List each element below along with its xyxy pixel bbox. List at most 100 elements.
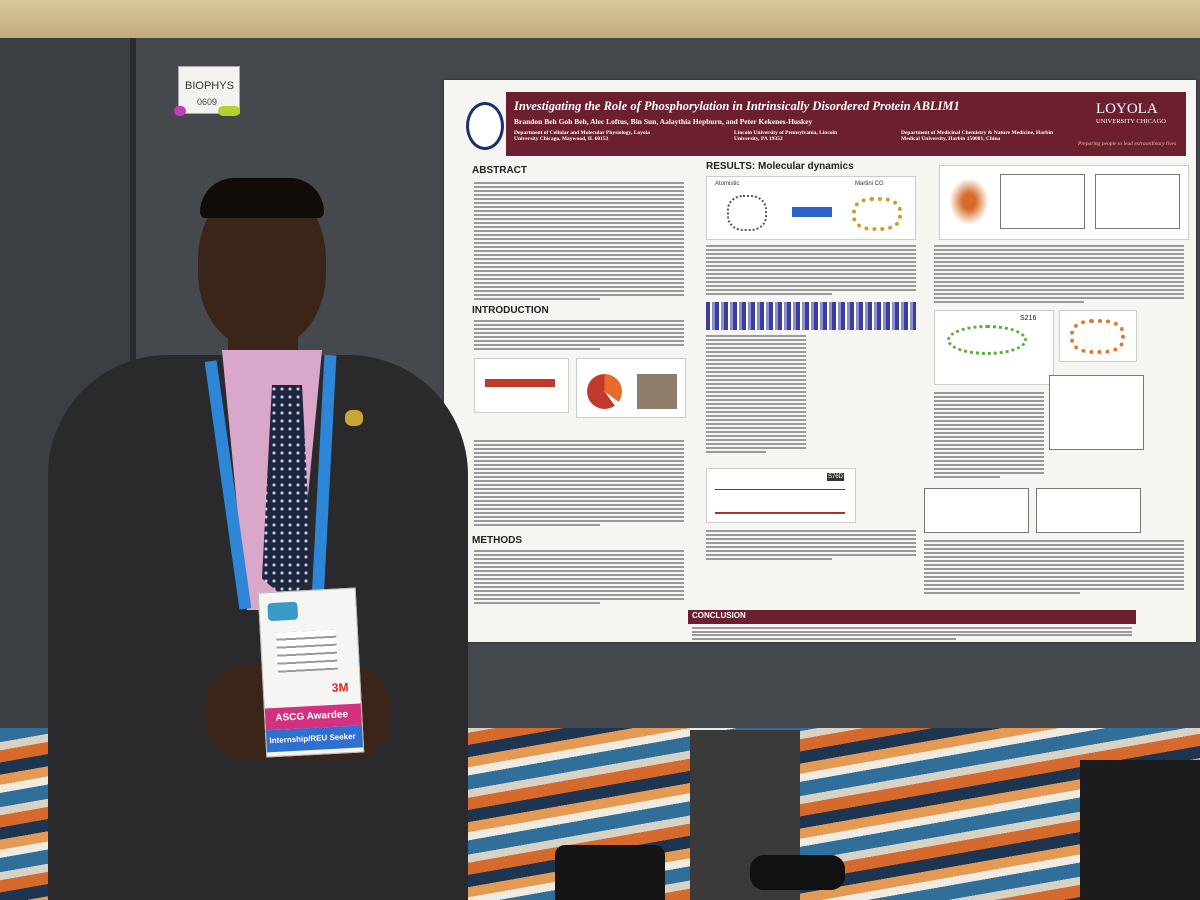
text-line [474,254,684,256]
text-line [474,476,684,478]
text-line [706,435,806,437]
tie [262,385,312,600]
text-line [924,560,1184,562]
text-line [706,293,832,295]
text-line [706,431,806,433]
figure: Atomistic Martini CG [706,176,916,240]
text-line [706,343,806,345]
text-line [706,285,916,287]
plot [924,488,1029,533]
text-line [474,488,684,490]
shoe [750,855,845,890]
text-line [474,524,600,526]
figure [1059,310,1137,362]
arrow [792,207,832,217]
text-line [706,347,806,349]
text-line [474,516,684,518]
text-line [706,379,806,381]
text-line [474,452,684,454]
text-line [706,371,806,373]
text-line [474,602,600,604]
text-line [474,270,684,272]
text-line [474,336,684,338]
text-line [706,534,916,536]
text-line [706,538,916,540]
text-line [474,554,684,556]
text-line [474,290,684,292]
text-line [934,265,1184,267]
text-line [934,281,1184,283]
figure: S76D [706,468,856,523]
text-line [474,190,684,192]
text-line [934,289,1184,291]
text-line [924,572,1184,574]
text-line [706,387,806,389]
text-line [474,550,684,552]
bag [555,845,665,900]
text-line [474,508,684,510]
figure: S216 [934,310,1054,385]
poster-title: Investigating the Role of Phosphorylatio… [514,99,960,113]
text-line [924,576,1184,578]
poster-authors: Brandon Beh Goh Beh, Alec Loftus, Bin Su… [514,117,813,126]
text-line [474,566,684,568]
text-line [474,214,684,216]
badge-award: ASCG Awardee [275,709,349,724]
text-line [474,332,684,334]
text-line [934,257,1184,259]
text-line [924,584,1184,586]
lincoln-logo [466,102,504,150]
text-line [924,588,1184,590]
section-heading: INTRODUCTION [472,305,549,316]
text-line [924,540,1184,542]
text-line [692,627,1132,629]
text-line [934,245,1184,247]
text-line [706,407,806,409]
text-line [706,253,916,255]
badge-sponsor: 3M [331,680,349,695]
text-line [706,257,916,259]
text-line [474,194,684,196]
text-line [474,496,684,498]
affiliation: Lincoln University of Pennsylvania, Linc… [734,130,838,142]
wall [0,0,1200,45]
text-line [934,448,1044,450]
text-line [706,335,806,337]
text-line [706,289,916,291]
text-line [474,480,684,482]
molecule [1070,319,1125,354]
figure-detail [587,374,622,409]
text-line [706,427,806,429]
figure-label: Martini CG [855,181,884,187]
text-line [924,580,1184,582]
text-line [706,447,806,449]
text-line [934,249,1184,251]
text-line [706,269,916,271]
text-line [934,432,1044,434]
text-line [706,550,916,552]
text-line [474,578,684,580]
text-line [474,294,684,296]
text-line [474,512,684,514]
text-line [934,396,1044,398]
text-line [474,460,684,462]
text-line [934,253,1184,255]
text-line [934,424,1044,426]
text-line [934,277,1184,279]
text-line [934,420,1044,422]
text-line [474,344,684,346]
text-line [934,476,1000,478]
figure [576,358,686,418]
text-line [934,416,1044,418]
text-line [924,544,1184,546]
text-line [474,238,684,240]
text-line [706,359,806,361]
figure-label: S76D [827,473,845,481]
text-line [474,246,684,248]
section-heading: RESULTS: Molecular dynamics [706,161,854,172]
text-line [692,630,1132,633]
text-line [934,293,1184,295]
text-line [924,564,1184,566]
badge-status: Internship/REU Seeker [269,731,356,746]
